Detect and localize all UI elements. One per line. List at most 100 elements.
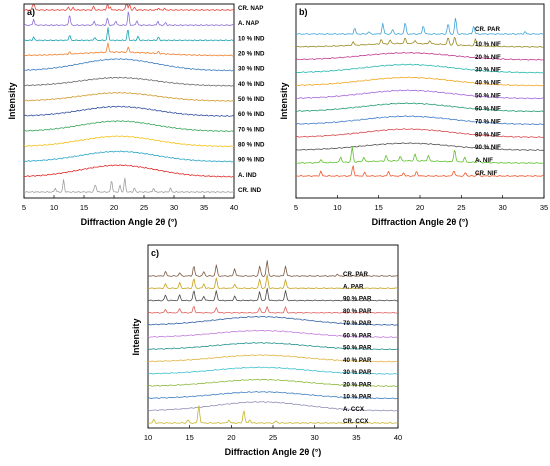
- series-trace: [147, 378, 399, 388]
- series-trace: [147, 316, 399, 326]
- x-tick-label: 20: [110, 203, 118, 212]
- panel-a: a) Intensity Diffraction Angle 2θ (°) CR…: [7, 3, 265, 227]
- series-label: 50 % NIF: [475, 93, 501, 100]
- series-trace: [23, 76, 235, 87]
- series-label: 10 % PAR: [343, 394, 372, 401]
- series-label: A. PAR: [343, 283, 364, 290]
- x-tick-label: 40: [230, 203, 238, 212]
- x-tick-label: 10: [333, 203, 341, 212]
- series-label: 90 % NIF: [475, 144, 501, 151]
- series-trace: [295, 51, 545, 61]
- x-tick-label: 25: [457, 203, 465, 212]
- x-tick-label: 30: [310, 433, 318, 442]
- series-trace: [147, 391, 399, 400]
- series-trace: [147, 274, 399, 290]
- series-label: A. IND: [238, 172, 257, 179]
- series-trace: [147, 329, 399, 338]
- x-tick-label: 25: [269, 433, 277, 442]
- series-label: 90 % IND: [238, 157, 265, 164]
- series-trace: [295, 89, 545, 100]
- panel-b-y-axis-label: Intensity: [279, 82, 289, 119]
- series-label: 40 % PAR: [343, 357, 372, 364]
- series-label: 70 % NIF: [475, 118, 501, 125]
- series-label: A. NIF: [475, 157, 493, 164]
- panel-c-label: c): [151, 248, 159, 258]
- series-label: CR. NAP: [238, 5, 263, 12]
- series-trace: [23, 120, 235, 133]
- series-label: 70 % PAR: [343, 320, 372, 327]
- series-label: 50 % IND: [238, 96, 265, 103]
- series-label: 10 % NIF: [475, 41, 501, 48]
- series-label: CR. CCX: [343, 418, 369, 425]
- series-label: 70 % IND: [238, 126, 265, 133]
- x-tick-label: 30: [170, 203, 178, 212]
- series-trace: [295, 102, 545, 113]
- series-trace: [147, 306, 399, 314]
- panel-a-label: a): [27, 7, 35, 17]
- series-trace: [147, 260, 399, 277]
- series-trace: [23, 4, 235, 12]
- panel-b-x-axis-label: Diffraction Angle 2θ (°): [372, 217, 469, 227]
- x-tick-label: 35: [200, 203, 208, 212]
- x-tick-label: 15: [374, 203, 382, 212]
- x-tick-label: 15: [185, 433, 193, 442]
- series-trace: [23, 42, 235, 57]
- series-label: A. NAP: [238, 20, 259, 27]
- series-trace: [147, 342, 399, 351]
- x-tick-label: 20: [416, 203, 424, 212]
- x-tick-label: 20: [227, 433, 235, 442]
- panel-a-y-axis-label: Intensity: [7, 82, 17, 119]
- series-label: 40 % NIF: [475, 80, 501, 87]
- x-tick-label: 5: [294, 203, 298, 212]
- series-label: 40 % IND: [238, 81, 265, 88]
- x-tick-label: 10: [50, 203, 58, 212]
- series-trace: [147, 405, 399, 424]
- series-label: 30 % PAR: [343, 369, 372, 376]
- series-label: 20 % NIF: [475, 54, 501, 61]
- series-label: 30 % NIF: [475, 67, 501, 74]
- series-trace: [23, 58, 235, 72]
- series-label: 60 % PAR: [343, 332, 372, 339]
- series-label: 10 % IND: [238, 35, 265, 42]
- series-trace: [23, 105, 235, 117]
- panel-b-label: b): [299, 7, 308, 17]
- series-label: 60 % IND: [238, 111, 265, 118]
- series-trace: [147, 401, 399, 412]
- panel-b-plot-frame: [295, 3, 545, 199]
- series-trace: [295, 37, 545, 48]
- series-label: CR. IND: [238, 187, 262, 194]
- series-trace: [147, 354, 399, 363]
- series-label: 80 % IND: [238, 142, 265, 149]
- series-label: CR. PAR: [475, 26, 501, 33]
- series-trace: [23, 27, 235, 42]
- x-tick-label: 40: [394, 433, 402, 442]
- series-label: 80 % PAR: [343, 308, 372, 315]
- x-tick-label: 30: [498, 203, 506, 212]
- series-label: 20 % PAR: [343, 381, 372, 388]
- x-tick-label: 10: [144, 433, 152, 442]
- series-trace: [295, 17, 544, 35]
- series-trace: [295, 142, 545, 151]
- x-tick-label: 15: [80, 203, 88, 212]
- series-label: 90 % PAR: [343, 296, 372, 303]
- series-label: 80 % NIF: [475, 131, 501, 138]
- series-label: CR. PAR: [343, 271, 369, 278]
- series-trace: [147, 366, 399, 375]
- x-tick-label: 35: [352, 433, 360, 442]
- series-trace: [295, 128, 545, 138]
- series-label: 20 % IND: [238, 51, 265, 58]
- series-trace: [23, 92, 235, 102]
- series-trace: [295, 146, 545, 164]
- series-label: 30 % IND: [238, 66, 265, 73]
- x-tick-label: 35: [540, 203, 548, 212]
- series-trace: [23, 135, 235, 148]
- panel-c-x-axis-label: Diffraction Angle 2θ (°): [225, 447, 322, 457]
- series-trace: [295, 115, 545, 125]
- panel-a-plot-frame: [23, 3, 235, 199]
- series-label: 60 % NIF: [475, 105, 501, 112]
- x-tick-label: 25: [140, 203, 148, 212]
- series-trace: [295, 63, 545, 74]
- series-trace: [295, 165, 545, 177]
- series-label: CR. NIF: [475, 170, 498, 177]
- series-trace: [147, 287, 399, 302]
